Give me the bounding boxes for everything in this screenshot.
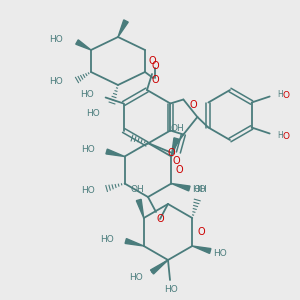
Polygon shape	[118, 20, 128, 37]
Polygon shape	[151, 260, 168, 274]
Polygon shape	[76, 40, 91, 50]
Text: O: O	[151, 75, 159, 85]
Text: HO: HO	[81, 186, 94, 195]
Text: O: O	[168, 148, 175, 158]
Polygon shape	[192, 246, 211, 253]
Text: HO: HO	[100, 235, 114, 244]
Polygon shape	[171, 184, 190, 191]
Polygon shape	[106, 149, 124, 157]
Text: OH: OH	[170, 124, 184, 133]
Text: O: O	[190, 100, 197, 110]
Text: H: H	[278, 131, 284, 140]
Text: O: O	[172, 155, 180, 166]
Text: O: O	[151, 61, 159, 71]
Text: HO: HO	[81, 145, 94, 154]
Text: HO: HO	[129, 274, 143, 283]
Text: HO: HO	[213, 248, 227, 257]
Text: HO: HO	[193, 185, 206, 194]
Text: O: O	[148, 56, 156, 66]
Text: HO: HO	[49, 77, 63, 86]
Polygon shape	[136, 199, 144, 218]
Text: O: O	[156, 214, 164, 224]
Text: H: H	[278, 90, 284, 99]
Text: OH: OH	[131, 185, 145, 194]
Text: HO: HO	[164, 286, 178, 295]
Text: O: O	[283, 132, 290, 141]
Text: O: O	[197, 227, 205, 237]
Text: HO: HO	[49, 35, 63, 44]
Text: O: O	[283, 91, 290, 100]
Polygon shape	[171, 138, 179, 157]
Polygon shape	[125, 238, 144, 246]
Text: HO: HO	[80, 90, 94, 99]
Text: O: O	[176, 165, 183, 175]
Text: OH: OH	[194, 185, 207, 194]
Text: HO: HO	[86, 109, 100, 118]
